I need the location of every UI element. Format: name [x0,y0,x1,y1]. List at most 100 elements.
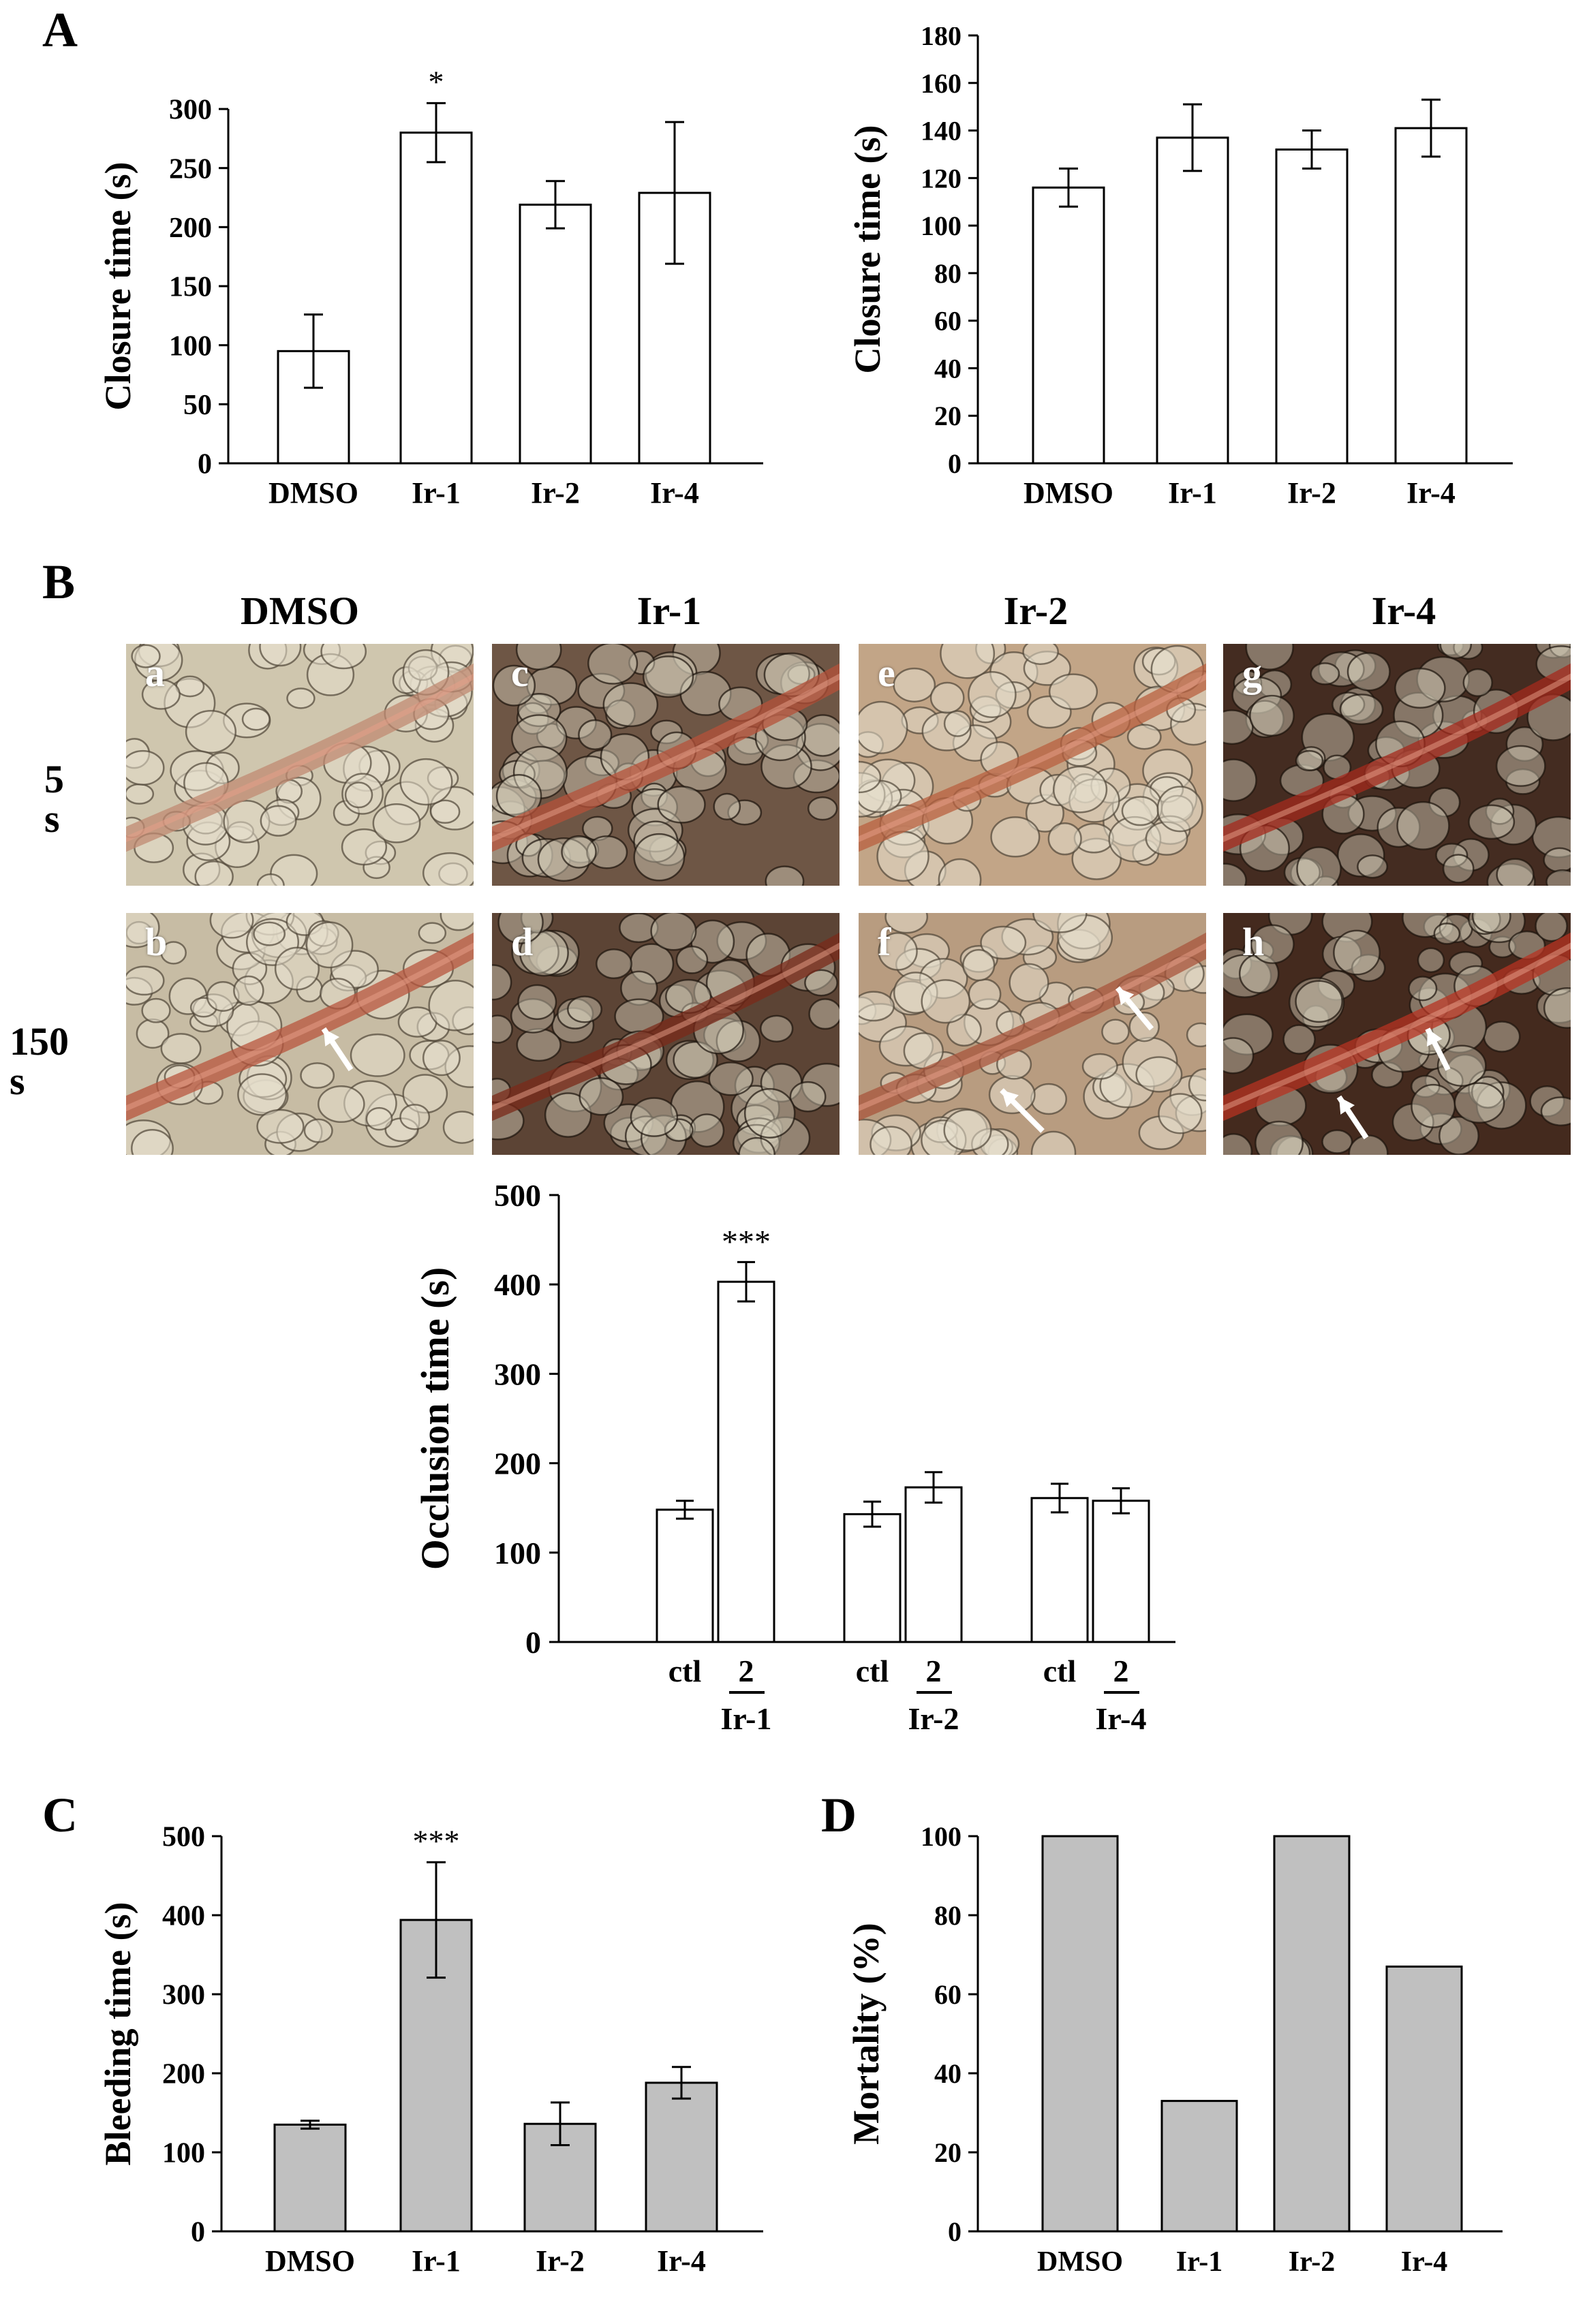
cell [253,921,286,946]
cell [1540,1096,1571,1126]
bar-ir-2 [1273,1835,1351,2233]
cell [126,913,160,948]
bar-ir-1 [1156,136,1229,465]
x-tick-label: Ir-2 [1289,2246,1335,2278]
cell [1337,833,1385,878]
cell [1223,948,1252,980]
micrograph-texture [492,644,840,886]
cell [631,788,678,826]
cell [1282,1024,1316,1055]
y-tick-label: 120 [921,163,961,193]
y-tick-label: 100 [169,330,212,362]
cell [1249,694,1295,737]
y-tick-label: 500 [494,1178,541,1213]
cell [808,998,840,1030]
vessel-highlight [859,942,1206,1112]
micro-column-ir4: Ir-4 [1371,589,1436,633]
cell [1255,1120,1304,1155]
cell [870,1126,912,1155]
vessel-highlight [492,942,840,1112]
significance-marker: *** [413,1823,460,1858]
micro-row-150s: 150 s [10,1019,69,1103]
plot-area: 0 100 200 300 400 500 Bleeding time (s) DMSO ***… [97,1822,763,2278]
y-tick-label: 100 [162,2138,205,2169]
y-tick-label: 180 [921,27,961,51]
bar-ir-1 [399,131,473,465]
cell [620,970,658,1006]
cell [1321,913,1373,943]
micrograph-tag: d [511,920,534,964]
y-tick-label: 40 [934,353,961,384]
plot-area: 0 20 40 60 80 100 120 140 160 180 Closure time (s)… [847,27,1513,510]
micrograph-c: c [492,644,840,886]
cell [256,873,285,886]
cell [1333,929,1381,976]
micrograph-tag: f [878,920,891,964]
x-tick-label: Ir-4 [1401,2246,1447,2278]
x-tick-label: DMSO [265,2244,355,2278]
y-tick-label: 300 [162,1980,205,2011]
cell [1135,1056,1183,1093]
cell [1348,1134,1389,1155]
cell [1505,726,1544,762]
cell [619,913,659,944]
arrow-head-icon [1427,1029,1443,1047]
cell [738,1136,775,1155]
cell [1295,749,1324,772]
micro-column-ir1: Ir-1 [636,589,702,633]
cell [859,760,882,794]
x-tick-label: 2 [1113,1654,1129,1688]
cell [1158,1093,1203,1134]
cell [141,997,171,1023]
cell [399,1104,431,1130]
micrograph-h: h [1223,913,1571,1155]
x-tick-label: Ir-1 [412,476,461,510]
micrograph-texture [859,644,1206,886]
cell [1289,977,1345,1028]
cell [1238,953,1280,994]
cell [1223,954,1272,998]
cell [1245,644,1294,670]
micrograph-tag: g [1242,651,1262,695]
cell [1453,1082,1505,1124]
y-tick-label: 150 [169,272,212,303]
bar-dmso [273,2123,347,2233]
cell [241,707,271,731]
micrograph-texture [1223,644,1571,886]
cell [256,1109,305,1144]
cell [1448,950,1483,976]
chart-closure-time-left: 0 50 100 150 200 250 300 Closure time (s) DMSO * I… [97,64,763,510]
cell [1032,913,1088,933]
micrograph-texture [1223,913,1571,1155]
cell [1468,913,1501,935]
cell [233,975,264,1006]
cell [633,833,686,882]
micrograph-e: e [859,644,1206,886]
cell [1339,694,1384,726]
cell [1310,662,1340,685]
y-tick-label: 0 [948,2216,961,2247]
cell [1437,644,1464,656]
chart-bleeding-time: 0 100 200 300 400 500 Bleeding time (s) DMSO ***… [97,1822,763,2278]
y-tick-label: 100 [921,211,961,241]
cell [765,865,805,886]
y-tick-label: 60 [934,1979,961,2010]
cell [1531,816,1571,858]
bar-dmso [1032,186,1105,465]
cell [286,687,316,709]
micro-column-dmso: DMSO [241,589,359,633]
y-tick-label: 40 [934,2058,961,2089]
cell [940,644,996,679]
x-tick-label: Ir-4 [1406,476,1456,510]
y-tick-label: 0 [198,449,212,480]
cell [561,835,597,869]
cell [1312,876,1339,886]
cell [551,1007,595,1044]
micrograph-g: g [1223,644,1571,886]
cell [801,714,840,757]
cell [1188,1068,1206,1102]
cell [492,964,512,1001]
plot-area: 0 20 40 60 80 100 Mortality (%) DMSO Ir-1 Ir-2 Ir-… [846,1821,1503,2278]
cell [160,941,187,965]
y-tick-label: 400 [162,1901,205,1932]
